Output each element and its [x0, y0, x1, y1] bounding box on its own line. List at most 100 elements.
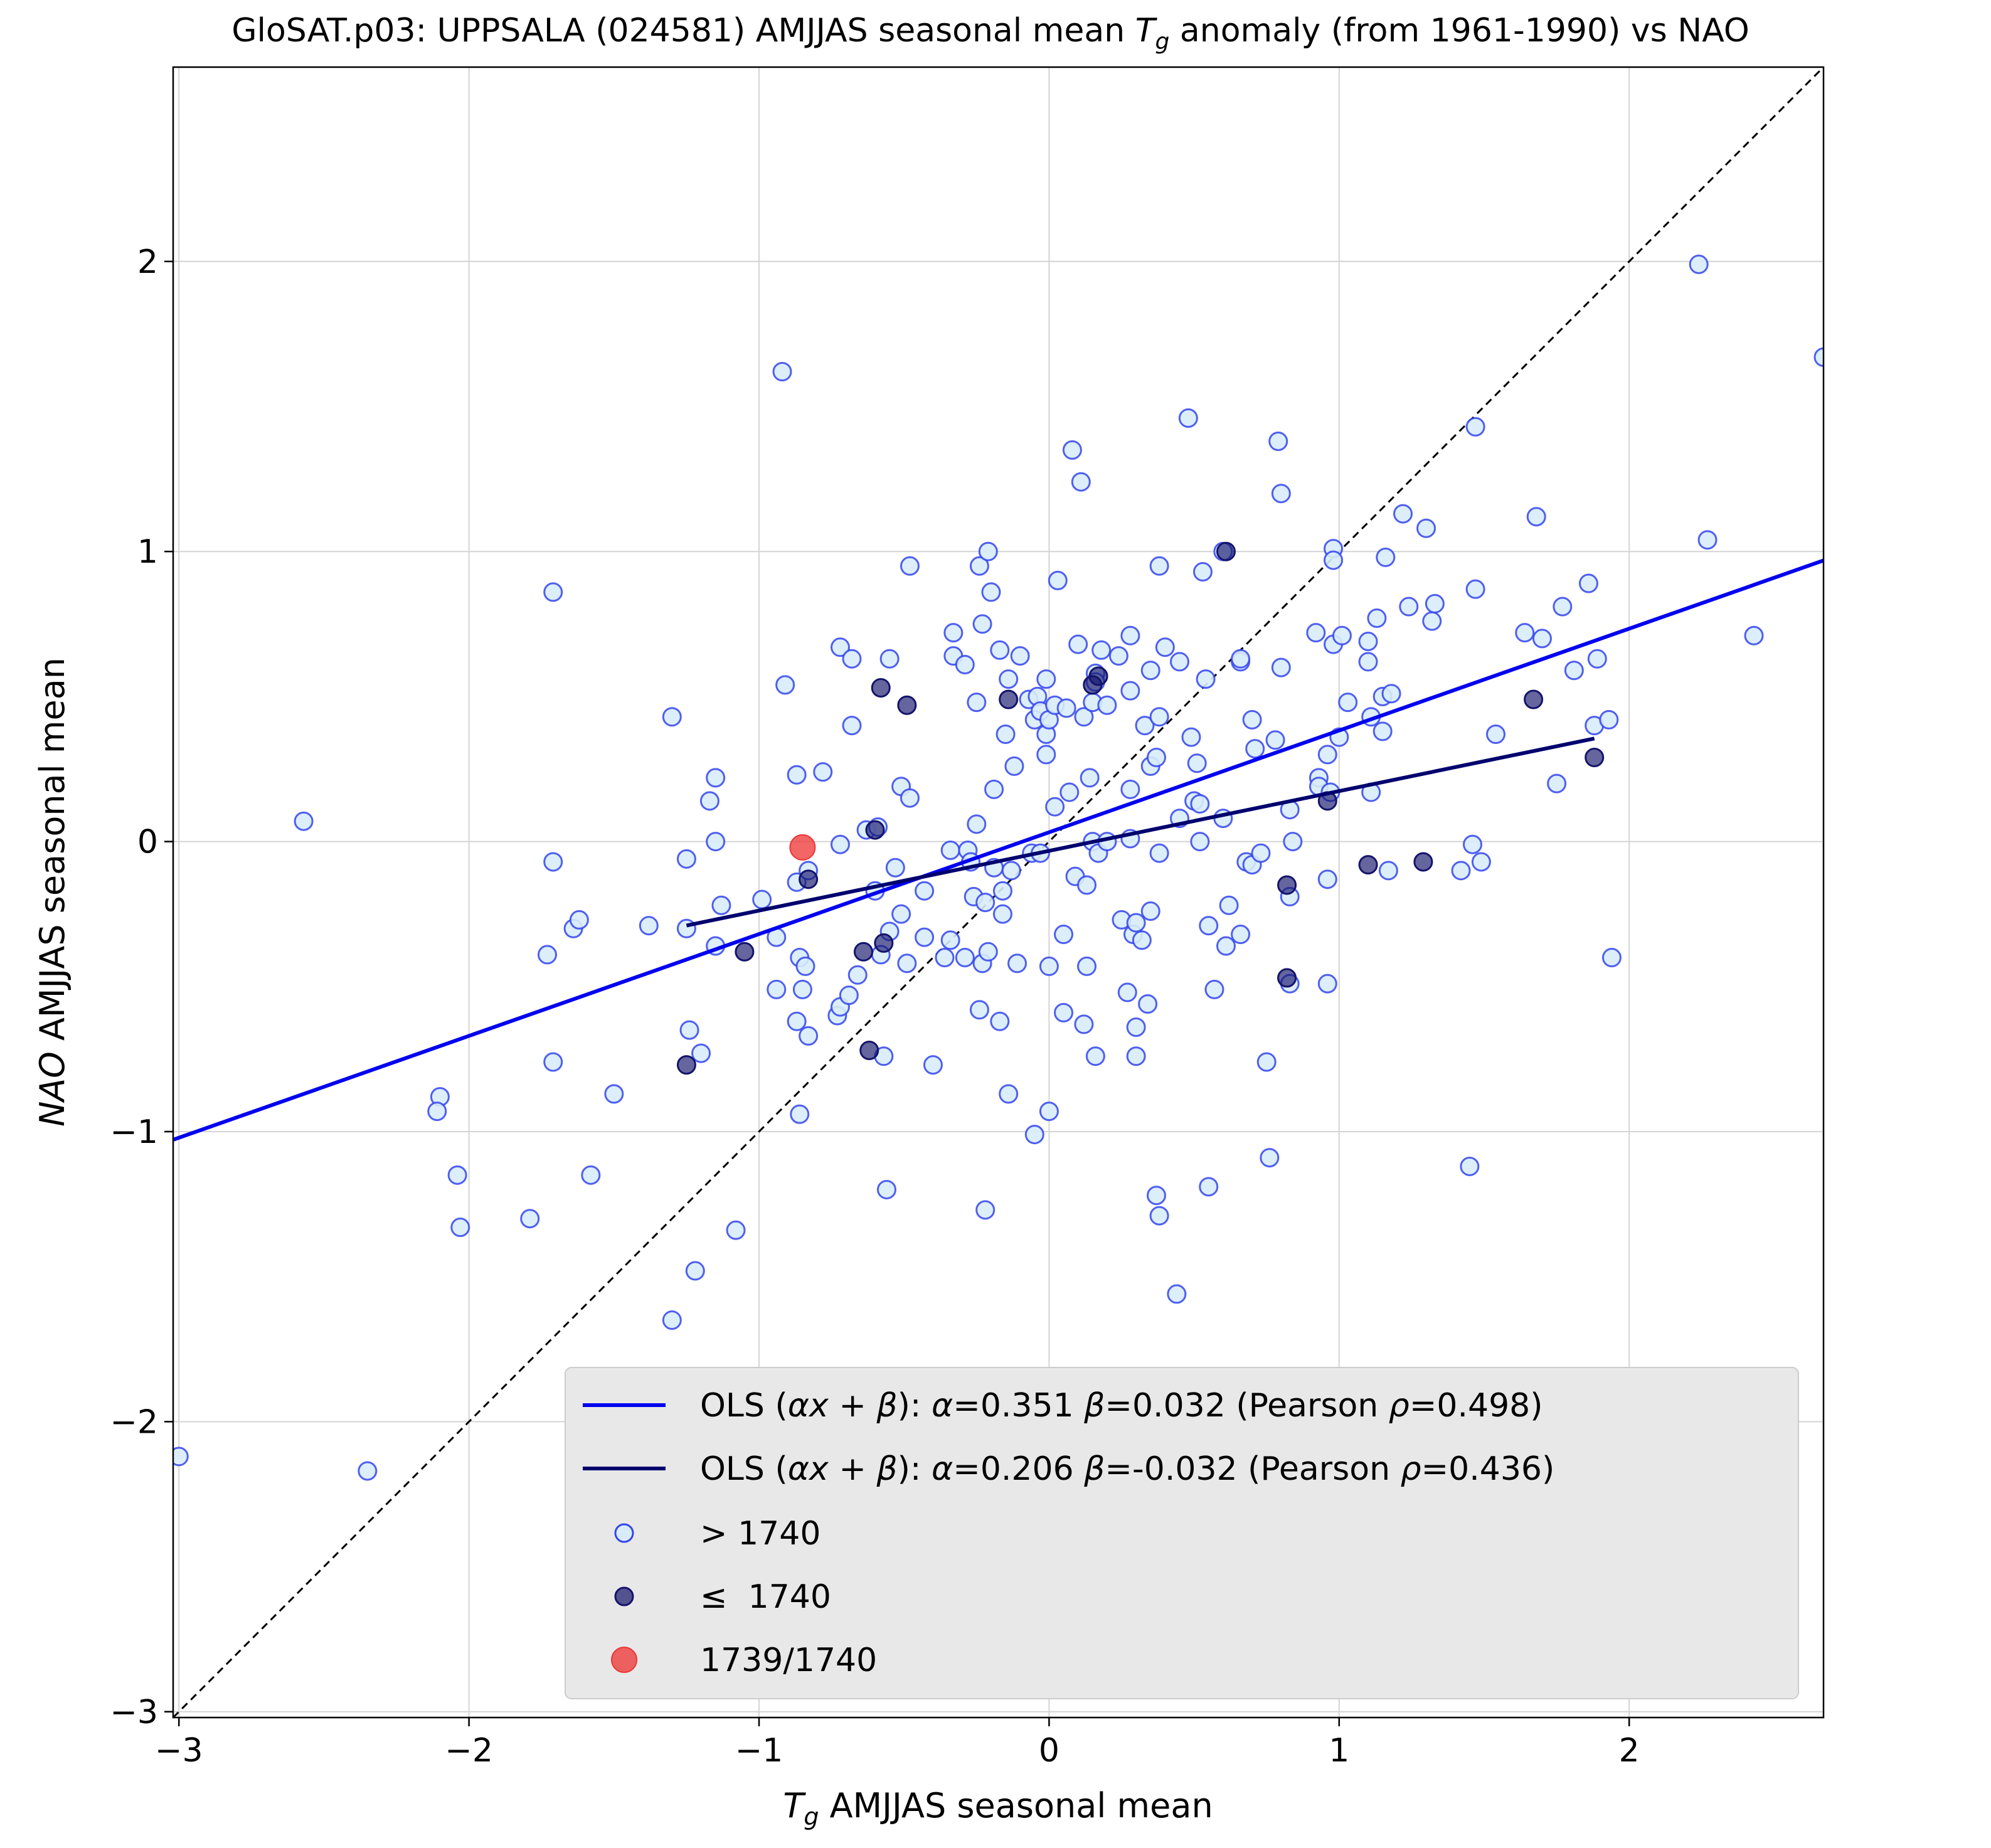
data-point-after-1740 [1697, 530, 1718, 550]
data-point-after-1740 [876, 1179, 896, 1199]
legend-entry-after-1740: > 1740 [614, 1515, 820, 1553]
data-point-after-1740 [1338, 693, 1358, 713]
data-point-after-1740 [1007, 953, 1027, 974]
data-point-before-1740 [897, 695, 917, 715]
data-point-after-1740 [1140, 661, 1160, 681]
data-point-after-1740 [1231, 649, 1251, 669]
data-point-after-1740 [543, 1052, 563, 1072]
data-point-after-1740 [1219, 895, 1239, 915]
data-point-after-1740 [1578, 573, 1598, 593]
data-point-after-1740 [1317, 745, 1337, 765]
data-point-after-1740 [1140, 901, 1160, 921]
data-point-after-1740 [1813, 347, 1824, 367]
data-point-after-1740 [975, 893, 995, 913]
data-point-after-1740 [940, 930, 960, 950]
data-point-after-1740 [787, 1011, 807, 1031]
data-point-after-1740 [885, 858, 905, 878]
legend-entry-before-1740: ≤ 1740 [614, 1578, 831, 1616]
data-point-after-1740 [1056, 698, 1076, 718]
data-point-after-1740 [1532, 629, 1552, 649]
legend-label-fit-after: OLS (αx + β): α=0.351 β=0.032 (Pearson ρ… [700, 1387, 1543, 1425]
data-point-after-1740 [639, 916, 659, 936]
data-point-after-1740 [940, 840, 960, 860]
data-point-after-1740 [847, 965, 868, 985]
data-point-after-1740 [1147, 747, 1167, 767]
legend-marker-after-1740 [614, 1523, 634, 1543]
data-point-after-1740 [543, 852, 563, 872]
data-point-after-1740 [1181, 727, 1201, 747]
data-point-after-1740 [1242, 709, 1262, 730]
data-point-before-1740 [735, 942, 755, 962]
data-point-after-1740 [1204, 979, 1224, 999]
y-tick-label: −1 [110, 1113, 158, 1151]
data-point-after-1740 [294, 811, 314, 831]
data-point-after-1740 [1599, 709, 1619, 730]
legend-label-before-1740: ≤ 1740 [700, 1578, 831, 1616]
data-point-after-1740 [1216, 936, 1236, 956]
data-point-after-1740 [992, 904, 1012, 924]
legend-entry-fit-after: OLS (αx + β): α=0.351 β=0.032 (Pearson ρ… [583, 1387, 1543, 1425]
legend-label-fit-before: OLS (αx + β): α=0.206 β=-0.032 (Pearson … [700, 1450, 1554, 1488]
data-point-after-1740 [1167, 1284, 1187, 1304]
data-point-after-1740 [1399, 597, 1419, 617]
data-point-before-1740 [1413, 852, 1433, 872]
y-tick-label: 0 [137, 824, 158, 861]
data-point-before-1740 [999, 689, 1019, 709]
data-point-after-1740 [1271, 657, 1291, 677]
data-point-before-1740 [853, 942, 873, 962]
data-point-after-1740 [1120, 779, 1140, 799]
data-point-after-1740 [999, 1084, 1019, 1104]
data-point-after-1740 [792, 979, 812, 999]
data-point-after-1740 [1024, 1125, 1044, 1145]
data-point-before-1740 [1524, 689, 1544, 709]
x-tick-label: 0 [1039, 1732, 1059, 1770]
x-tick-label: 2 [1619, 1732, 1640, 1770]
data-point-after-1740 [1260, 1148, 1280, 1168]
data-point-after-1740 [1080, 768, 1100, 788]
data-point-after-1740 [1190, 794, 1210, 814]
data-point-after-1740 [1515, 623, 1535, 643]
data-point-after-1740 [427, 1102, 447, 1122]
data-point-after-1740 [662, 707, 682, 727]
data-point-after-1740 [891, 904, 911, 924]
data-point-after-1740 [1059, 782, 1080, 802]
data-point-after-1740 [699, 791, 719, 811]
data-point-after-1740 [1147, 1186, 1167, 1206]
data-point-after-1740 [955, 655, 975, 675]
legend: OLS (αx + β): α=0.351 β=0.032 (Pearson ρ… [565, 1367, 1799, 1699]
data-point-after-1740 [752, 889, 772, 910]
data-point-after-1740 [1451, 861, 1471, 881]
data-point-after-1740 [1485, 724, 1505, 744]
data-point-before-1740 [859, 1041, 879, 1061]
data-point-after-1740 [842, 649, 862, 669]
data-point-after-1740 [772, 362, 792, 382]
data-point-after-1740 [1054, 1002, 1074, 1022]
data-point-after-1740 [972, 614, 992, 634]
data-point-after-1740 [1587, 649, 1607, 669]
data-point-after-1740 [1689, 254, 1709, 274]
data-point-after-1740 [450, 1218, 470, 1238]
chart-title: GloSAT.p03: UPPSALA (024581) AMJJAS seas… [231, 12, 1749, 55]
data-point-after-1740 [1132, 930, 1152, 950]
x-tick-label: 1 [1329, 1732, 1349, 1770]
data-point-before-1740 [874, 933, 894, 953]
plot-frame [172, 66, 1825, 1719]
data-point-after-1740 [999, 669, 1019, 689]
data-point-after-1740 [1324, 550, 1344, 570]
axis-ticks: −3 −2 −1 0 1 2 −3 −2 −1 0 1 2 [110, 243, 1639, 1770]
data-point-after-1740 [900, 556, 920, 576]
legend-entry-fit-before: OLS (αx + β): α=0.206 β=-0.032 (Pearson … [583, 1450, 1554, 1488]
legend-marker-before-1740 [614, 1586, 634, 1606]
data-point-after-1740 [990, 640, 1010, 660]
data-point-after-1740 [1045, 797, 1065, 817]
data-point-before-1740 [799, 869, 819, 889]
x-axis-label: Tg AMJJAS seasonal mean [783, 1786, 1213, 1830]
data-point-after-1740 [1097, 695, 1117, 715]
data-point-after-1740 [1381, 684, 1401, 704]
data-point-after-1740 [978, 541, 998, 561]
data-point-after-1740 [967, 814, 987, 834]
fit-line-before-1740 [686, 736, 1595, 928]
data-point-after-1740 [1054, 925, 1074, 945]
data-point-after-1740 [1265, 730, 1285, 750]
data-point-after-1740 [1465, 417, 1485, 437]
